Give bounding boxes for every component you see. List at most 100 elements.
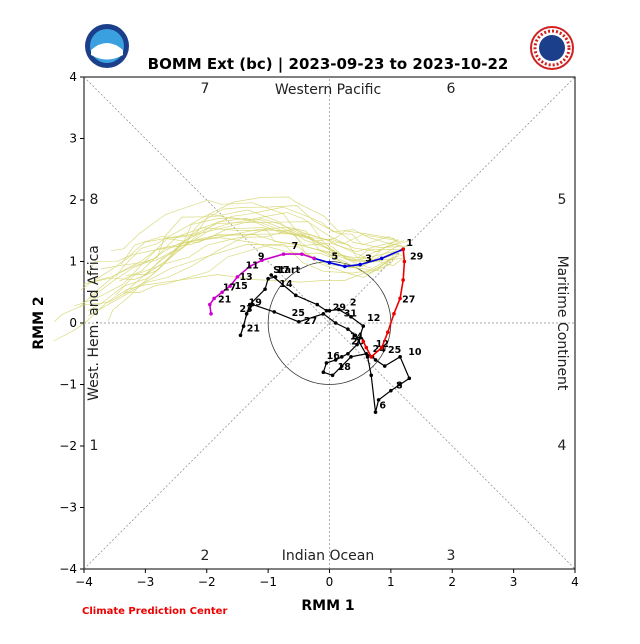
phase-label-3: 3	[447, 548, 456, 564]
forecast-segment-2-point	[212, 296, 216, 301]
x-tick-label: −4	[75, 575, 93, 589]
region-label-top: Western Pacific	[275, 82, 381, 98]
ensemble-member-line	[143, 205, 399, 277]
forecast-segment-2-day-label: 17	[223, 282, 236, 293]
observed-point	[250, 302, 255, 307]
ensemble-member-line	[111, 199, 393, 262]
ensemble-member-line	[100, 209, 399, 270]
noaa-logo-bird	[91, 43, 123, 60]
forecast-segment-3-day-label: 27	[402, 295, 415, 306]
forecast-segment-3-point	[361, 339, 366, 344]
y-tick-label: 3	[69, 132, 77, 146]
ensemble-member-line	[79, 237, 394, 308]
ensemble-member-line	[87, 218, 400, 312]
chart-title: BOMM Ext (bc) | 2023-09-23 to 2023-10-22	[148, 55, 509, 74]
forecast-segment-3-point	[401, 278, 405, 282]
x-tick-label: 0	[326, 575, 334, 589]
observed-point	[407, 376, 412, 381]
forecast-segment-2-day-label: 13	[239, 272, 252, 283]
ensemble-member-line	[74, 227, 396, 307]
observed-point	[330, 373, 335, 378]
observed-point	[398, 355, 402, 359]
observed-day-label: 14	[279, 279, 293, 290]
observed-day-label: 2	[350, 298, 357, 309]
forecast-segment-2-point	[312, 256, 316, 261]
observed-point	[339, 364, 344, 368]
observed-point	[398, 382, 402, 387]
forecast-segment-2-day-label: 15	[235, 281, 248, 292]
x-tick-label: −2	[198, 575, 216, 589]
observed-point	[273, 275, 278, 279]
observed-point	[263, 287, 267, 291]
forecast-segment-1-day-label: 1	[406, 238, 413, 249]
observed-point	[297, 319, 301, 324]
observed-point	[336, 307, 341, 312]
region-label-bottom: Indian Ocean	[282, 548, 374, 564]
observed-point	[349, 315, 353, 319]
observed-day-label: 10	[408, 347, 422, 358]
observed-point	[355, 342, 359, 347]
observed-day-label: 18	[338, 362, 352, 373]
observed-day-label: 17	[276, 265, 289, 276]
observed-day-label: 6	[379, 400, 386, 411]
region-label-right: Maritime Continent	[554, 256, 570, 391]
phase-label-6: 6	[447, 81, 456, 97]
forecast-segment-2-day-label: 21	[218, 295, 231, 306]
observed-day-label: Start	[273, 265, 300, 276]
observed-point	[376, 398, 381, 402]
observed-day-label: 19	[249, 298, 262, 309]
y-tick-label: 0	[69, 316, 77, 330]
phase-label-5: 5	[558, 192, 567, 208]
forecast-segment-3-point	[401, 247, 405, 251]
observed-point	[238, 333, 243, 338]
observed-day-label: 16	[327, 351, 341, 362]
observed-point	[339, 355, 344, 359]
phase-label-8: 8	[90, 192, 99, 208]
forecast-segment-1-point	[358, 262, 362, 267]
phase-guides	[83, 76, 576, 570]
forecast-segment-2-day-label: 7	[292, 241, 299, 252]
forecast-segment-2-point	[247, 264, 252, 269]
forecast-segment-2-point	[208, 302, 212, 307]
forecast-segment-3-point	[379, 345, 384, 350]
observed-day-label: 27	[304, 316, 317, 327]
forecast-segment-1-day-label: 3	[365, 253, 372, 264]
x-tick-label: −1	[259, 575, 277, 589]
observed-day-label: 25	[292, 308, 305, 319]
observed-day-label: 14	[350, 331, 364, 342]
observed-point	[373, 358, 378, 362]
forecast-segment-3-point	[369, 355, 374, 359]
observed-day-label: 12	[367, 313, 380, 324]
forecast-segment-2-point	[228, 284, 232, 288]
phase-label-7: 7	[201, 81, 210, 97]
footer-credit: Climate Prediction Center	[82, 606, 227, 617]
observed-point	[382, 364, 387, 368]
forecast-segment-1-point	[379, 256, 384, 261]
forecast-segment-1-day-label: 5	[332, 252, 339, 263]
ensemble-member-line	[124, 244, 395, 293]
forecast-segment-2-point	[281, 252, 286, 256]
region-label-left: West. Hem. and Africa	[86, 245, 102, 401]
ensemble-member-line	[115, 228, 401, 296]
observed-point	[293, 293, 298, 298]
ensemble-member-line	[53, 255, 400, 342]
observed-day-label: 31	[344, 309, 357, 320]
forecast-segment-2-point	[220, 290, 224, 295]
ensemble-member-line	[54, 243, 405, 323]
observed-point	[346, 351, 350, 356]
observed-day-label: 21	[247, 323, 260, 334]
ensemble-member-line	[88, 229, 395, 317]
forecast-segment-3-day-label: 29	[410, 252, 423, 263]
x-tick-label: 2	[448, 575, 456, 589]
forecast-segment-3-point	[402, 259, 407, 264]
observed-point	[364, 351, 369, 356]
ensemble-members	[53, 196, 412, 342]
x-tick-label: 1	[387, 575, 395, 589]
forecast-segment-1-point	[327, 260, 332, 265]
ensemble-member-line	[122, 221, 397, 295]
forecast-segment-2-point	[260, 258, 264, 263]
observed-day-label: 25	[388, 345, 401, 356]
ensemble-member-line	[87, 227, 399, 275]
